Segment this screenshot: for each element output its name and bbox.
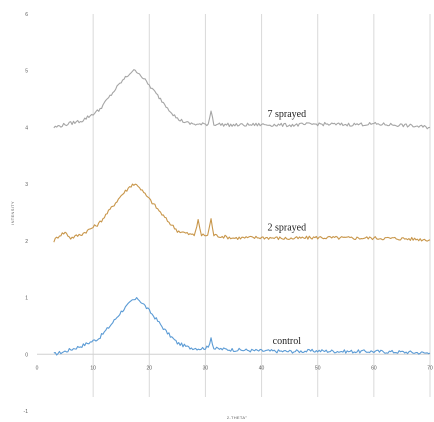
x-tick-label: 30 bbox=[203, 365, 209, 371]
series-label: 2 sprayed bbox=[268, 223, 307, 234]
axis-layer: 0 10 20 30 40 50 60 70 -1 0 1 2 3 4 5 6 bbox=[24, 12, 433, 415]
y-tick-label: 3 bbox=[25, 182, 28, 188]
y-tick-label: -1 bbox=[24, 409, 29, 415]
x-tick-label: 0 bbox=[36, 365, 39, 371]
x-tick-label: 70 bbox=[427, 365, 433, 371]
x-tick-label: 20 bbox=[147, 365, 153, 371]
x-tick-label: 10 bbox=[90, 365, 96, 371]
series-label: control bbox=[273, 336, 302, 347]
x-axis-title: 2-THETA° bbox=[227, 415, 247, 420]
series-line-7-sprayed bbox=[53, 69, 431, 130]
label-layer: control 2 sprayed 7 sprayed bbox=[268, 109, 307, 347]
y-axis-title: INTENSITY bbox=[10, 201, 15, 225]
y-tick-label: 6 bbox=[25, 12, 28, 18]
x-tick-label: 60 bbox=[371, 365, 377, 371]
y-tick-label: 5 bbox=[25, 69, 28, 75]
y-tick-label: 4 bbox=[25, 125, 28, 131]
x-tick-label: 50 bbox=[315, 365, 321, 371]
x-tick-label: 40 bbox=[259, 365, 265, 371]
y-tick-label: 0 bbox=[25, 352, 28, 358]
y-tick-label: 2 bbox=[25, 239, 28, 245]
grid-layer bbox=[92, 14, 431, 397]
series-line-2-sprayed bbox=[53, 183, 431, 243]
series-label: 7 sprayed bbox=[268, 109, 307, 120]
y-tick-label: 1 bbox=[25, 296, 28, 302]
series-line-control bbox=[53, 296, 431, 356]
series-layer bbox=[53, 69, 431, 356]
